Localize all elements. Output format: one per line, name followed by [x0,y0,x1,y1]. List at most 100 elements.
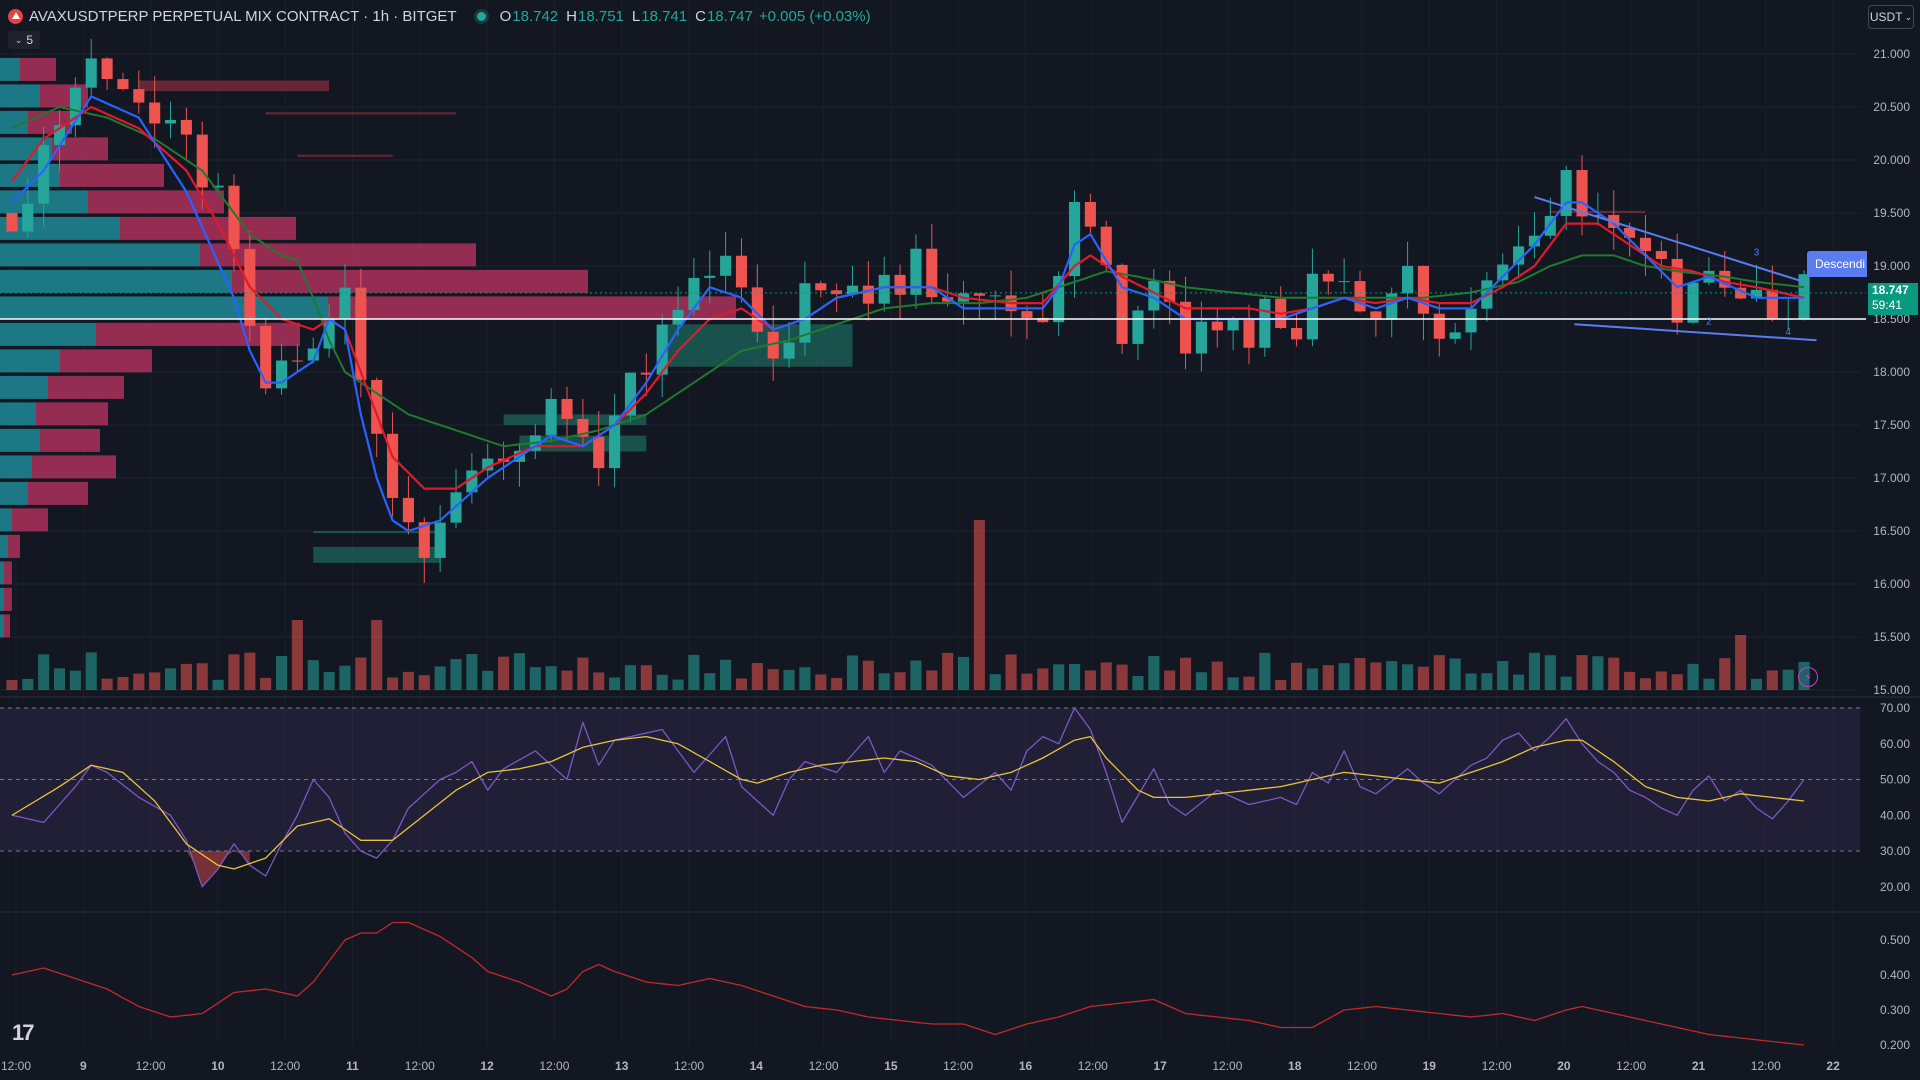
volume-bar [180,663,192,690]
time-tick-label: 12:00 [1,1059,31,1073]
price-tick-label: 18.000 [1873,365,1910,379]
candle-body [1243,319,1255,348]
price-tick-label: 20.500 [1873,100,1910,114]
candle-body [640,372,652,375]
candle-body [704,275,716,278]
volume-bar [38,654,50,690]
volume-bar [1687,663,1699,690]
candle-body [260,325,272,389]
candle-body [989,295,1001,297]
candle-body [1053,276,1065,323]
candle-body [1592,214,1604,217]
time-tick-label: 13 [615,1059,629,1073]
candle-body [418,522,430,558]
time-tick-label: 12:00 [1616,1059,1646,1073]
volume-bar [1037,668,1049,690]
volume-bar [513,653,525,690]
candle-body [1497,264,1509,281]
candle-body [926,248,938,298]
candle-body [1164,280,1176,302]
volume-bar [783,669,795,690]
volume-bar [196,663,208,690]
candle-body [1465,308,1477,333]
candle-body [355,287,367,380]
candle-body [1259,298,1271,348]
volume-bar [1005,654,1017,690]
low-label: L [631,7,641,25]
volume-bar [117,676,129,690]
volume-bar [1243,676,1255,690]
volume-bar [371,620,383,690]
candle-body [1116,264,1128,344]
low-value: 18.741 [641,7,688,25]
volume-bar [1465,673,1477,690]
candle-body [1560,170,1572,216]
price-tick-label: 17.000 [1873,471,1910,485]
volume-bar [1592,656,1604,690]
rsi-tick-label: 30.00 [1880,844,1910,858]
candle-body [910,248,922,295]
volume-bar [450,659,462,690]
candle-body [1386,293,1398,320]
tradingview-logo[interactable]: 17 [12,1020,35,1045]
profile-bar-down [328,296,736,320]
oscillator-pane [11,921,1805,1046]
price-tick-label: 19.500 [1873,206,1910,220]
volume-bar [1639,678,1652,690]
time-tick-label: 9 [80,1059,87,1073]
order-block [313,531,441,534]
volume-bar [434,666,446,690]
volume-bar [133,673,145,690]
candle-body [212,185,224,188]
candle-body [22,203,34,232]
currency-select[interactable]: USDT ⌄ [1868,5,1914,29]
volume-bar [926,670,938,690]
indicators-toggle-button[interactable]: ⌄ 5 [8,31,40,49]
volume-bar [307,660,319,690]
candle-body [1021,311,1033,318]
volume-bar [69,670,81,690]
time-tick-label: 12:00 [270,1059,300,1073]
candle-body [624,372,637,416]
candle-body [1687,282,1699,323]
symbol-title[interactable]: AVAXUSDTPERP PERPETUAL MIX CONTRACT · 1h… [29,7,457,25]
profile-bar-up [0,375,48,399]
volume-bar [799,667,811,690]
volume-bar [1148,655,1160,690]
candle-body [1639,237,1652,252]
high-value: 18.751 [578,7,624,25]
candle-body [1798,274,1810,319]
wedge-pattern[interactable]: 12345 [1534,196,1817,342]
symbol-header[interactable]: AVAXUSDTPERP PERPETUAL MIX CONTRACT · 1h… [8,6,871,26]
price-tick-label: 17.500 [1873,418,1910,432]
pattern-label[interactable]: Descendi [1807,251,1867,277]
volume-bar [1782,669,1794,690]
candle-body [672,309,684,325]
volume-bar [1164,670,1176,690]
candle-body [973,293,985,296]
volume-bar [1750,678,1763,690]
time-tick-label: 10 [211,1059,225,1073]
profile-bar-down [36,402,108,426]
time-tick-label: 12:00 [1751,1059,1781,1073]
volume-bar [704,673,716,690]
candle-body [1132,310,1144,344]
candle-body [117,79,129,90]
open-label: O [499,7,512,25]
avax-logo-icon [8,8,23,24]
volume-bar [815,674,827,690]
candlesticks[interactable] [6,38,1810,584]
candle-body [6,213,18,232]
order-block [265,112,456,115]
volume-bar [1655,671,1667,690]
last-price: 18.747 [1872,283,1909,297]
lightning-icon[interactable]: ⚡ [1798,667,1818,687]
profile-bar-up [0,587,4,611]
profile-bar-up [0,481,28,505]
volume-bar [751,663,763,690]
candle-body [656,324,668,375]
volume-bar [1322,665,1334,690]
chevron-down-icon: ⌄ [1904,11,1913,22]
order-block [297,154,393,157]
